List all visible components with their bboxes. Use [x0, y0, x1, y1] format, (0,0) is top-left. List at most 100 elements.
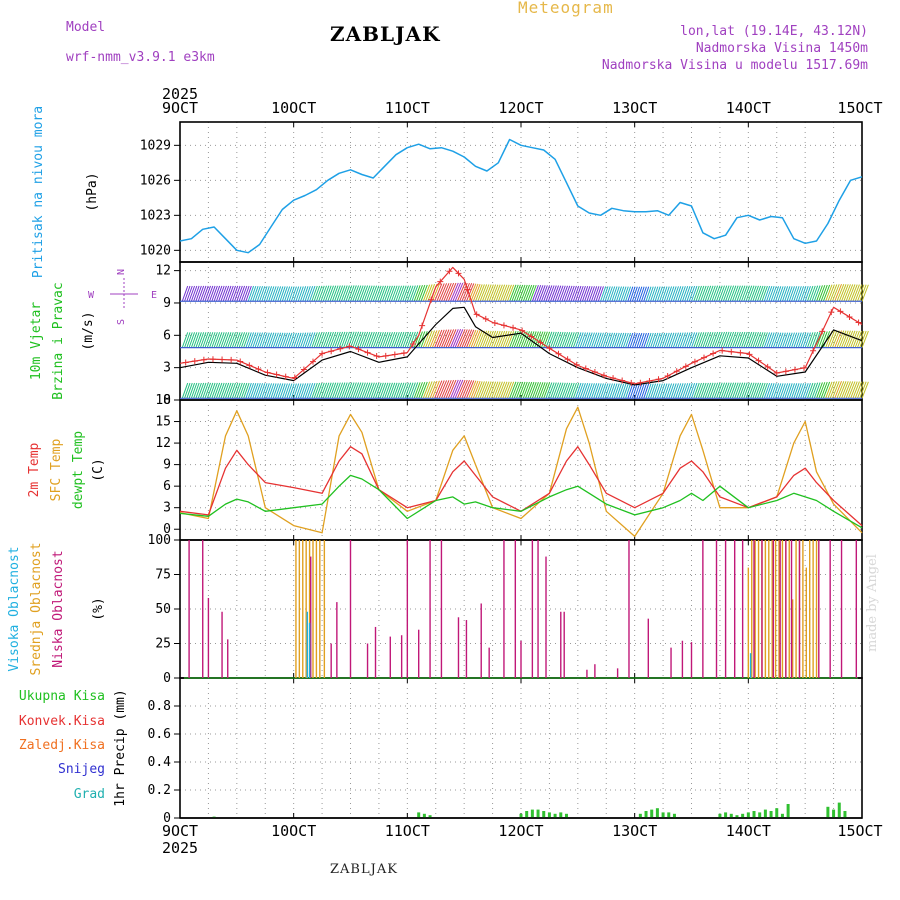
wind-barb	[231, 382, 239, 399]
wind-barb	[691, 332, 698, 348]
wind-gust-marker	[337, 345, 344, 352]
wind-barb	[345, 331, 353, 348]
wind-barb	[250, 382, 257, 399]
wind-barb	[793, 332, 800, 348]
wind-barb	[325, 331, 332, 348]
wind-barb	[750, 382, 757, 399]
precip-bar	[530, 809, 534, 818]
wind-gust-marker	[682, 363, 689, 370]
wind-barb	[293, 332, 300, 348]
wind-barb	[306, 332, 314, 348]
wind-gust-marker	[619, 377, 626, 384]
wind-barb	[243, 285, 250, 302]
wind-gust-marker	[773, 370, 780, 377]
wind-barb	[195, 285, 202, 302]
wind-barb	[570, 332, 577, 348]
wind-barb	[406, 331, 414, 348]
wind-barb	[766, 332, 773, 348]
wind-barb	[327, 285, 334, 302]
wind-barb	[477, 284, 485, 302]
wind-barb	[600, 383, 607, 399]
wind-barb	[575, 285, 582, 302]
wind-gust-marker	[346, 343, 353, 350]
wind-barb	[381, 285, 389, 302]
wind-gust-marker	[528, 333, 535, 340]
wind-barb	[329, 285, 337, 302]
precip-bar	[729, 813, 733, 818]
wind-barb	[459, 329, 468, 348]
wind-barb	[679, 383, 686, 399]
wind-barb	[600, 286, 607, 302]
wind-barb	[659, 383, 666, 399]
wind-barb	[484, 284, 492, 302]
wind-barb	[245, 332, 252, 348]
wind-barb	[688, 332, 696, 348]
wind-barb	[190, 332, 198, 348]
wind-gust-marker	[628, 379, 635, 386]
bottom-year-label: 2025	[162, 839, 198, 857]
wind-barb	[295, 383, 302, 399]
wind-barb	[350, 285, 357, 302]
wind-barb	[520, 331, 528, 348]
wind-barb	[781, 383, 789, 399]
wind-barb	[231, 285, 239, 302]
wind-barb	[490, 330, 499, 348]
wind-barb	[743, 285, 750, 302]
wind-barb	[506, 381, 515, 399]
wind-barb	[638, 383, 645, 399]
wind-barb	[272, 332, 279, 348]
wind-barb	[313, 382, 321, 399]
wind-barb	[820, 331, 828, 348]
wind-barb	[850, 381, 858, 399]
precip-label-0: Ukupna Kisa	[19, 689, 105, 704]
wind-barb	[300, 286, 307, 302]
wind-barb	[393, 331, 400, 348]
wind-barb	[695, 285, 702, 302]
wind-barb	[666, 286, 673, 302]
wind-barb	[741, 331, 748, 348]
wind-ytick-label: 0	[163, 393, 171, 408]
wind-barb	[545, 382, 553, 399]
wind-barb	[479, 284, 488, 302]
wind-barb	[565, 332, 573, 348]
wind-barb	[511, 284, 519, 302]
cloud-label-2: Niska Oblacnost	[51, 550, 66, 667]
wind-barb	[395, 382, 403, 399]
temp-ytick-label: 9	[163, 458, 171, 473]
wind-gust-marker	[482, 315, 489, 322]
wind-barb	[775, 286, 782, 302]
wind-barb	[413, 285, 421, 302]
wind-ytick-label: 6	[163, 328, 171, 343]
wind-barb	[438, 380, 448, 399]
wind-barb	[752, 285, 759, 302]
wind-barb	[565, 382, 573, 399]
wind-barb	[670, 383, 677, 399]
wind-barb	[397, 285, 405, 302]
wind-gust-marker	[291, 374, 298, 381]
wind-barb	[584, 286, 591, 302]
wind-barb	[556, 285, 564, 302]
wind-barb	[465, 283, 475, 302]
wind-gust-marker	[673, 368, 680, 375]
pressure-title: Pritisak na nivou mora	[31, 106, 46, 278]
wind-barb	[247, 382, 255, 399]
wind-barb	[618, 332, 625, 348]
wind-barb	[386, 285, 393, 302]
wind-barb	[697, 285, 705, 302]
wind-barb	[475, 330, 483, 348]
wind-barb	[470, 330, 479, 348]
wind-barb	[359, 285, 366, 302]
wind-gust-marker	[446, 268, 453, 275]
wind-barb	[761, 332, 768, 348]
wind-barb	[302, 383, 309, 399]
wind-barb	[720, 382, 728, 399]
wind-barb	[538, 285, 546, 302]
wind-ytick-label: 12	[155, 264, 171, 279]
wind-barb	[722, 331, 730, 348]
wind-gust-marker	[473, 311, 480, 318]
wind-barb	[656, 332, 663, 348]
wind-barb	[436, 283, 445, 302]
wind-barb	[263, 383, 270, 399]
pressure-ytick-label: 1026	[140, 173, 171, 188]
temp-ytick-label: 15	[155, 415, 171, 430]
